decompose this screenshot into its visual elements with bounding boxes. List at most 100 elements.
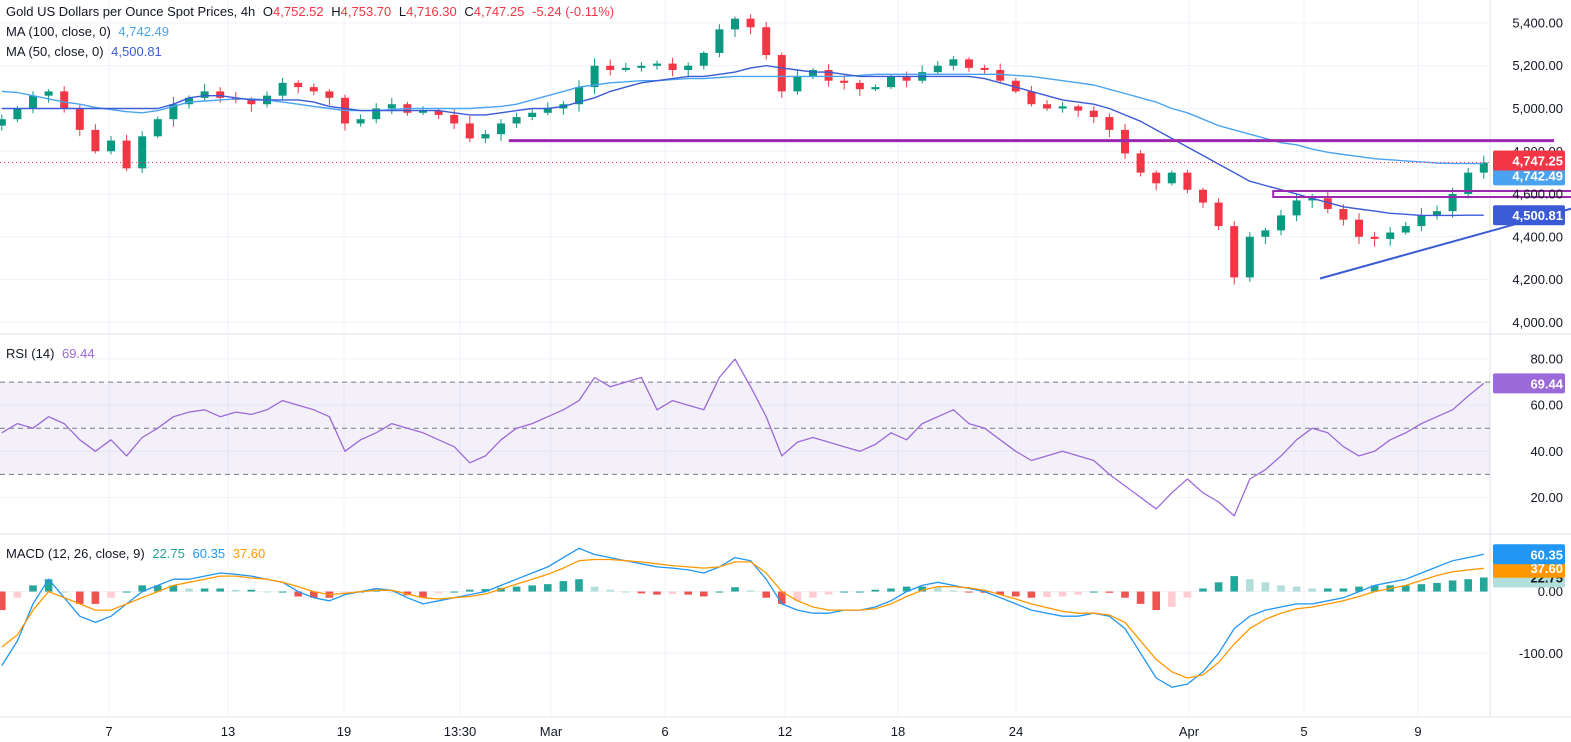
candle-body [965, 59, 973, 68]
candle-body [949, 59, 958, 66]
candle-body [746, 18, 755, 28]
candle-body [1105, 117, 1114, 130]
candle-body [1074, 106, 1083, 111]
candle-body [1230, 226, 1239, 278]
last-price-badge-bg [1493, 150, 1565, 171]
macd-line [1, 547, 1484, 688]
candle-body [44, 91, 53, 96]
candle-body [200, 91, 209, 98]
candle-body [247, 99, 256, 105]
macd-histogram-bar [278, 591, 287, 593]
price-tick-label: 5,400.00 [1512, 15, 1563, 30]
macd-histogram-bar [824, 591, 833, 595]
macd-histogram-bar [949, 590, 958, 592]
change-value: -5.24 (-0.11%) [531, 4, 615, 19]
rsi-legend[interactable]: RSI (14) 69.44 [6, 346, 95, 361]
macd-histogram-bar [91, 591, 100, 604]
candle-body [91, 129, 100, 152]
candle-body [325, 91, 334, 98]
macd-histogram-bar [544, 584, 552, 592]
candle [29, 91, 37, 114]
candle [387, 97, 396, 115]
macd-histogram-bar [684, 591, 692, 595]
candle [169, 96, 178, 127]
price-tick-label: 4,400.00 [1512, 229, 1563, 244]
ma50-legend-value: 4,500.81 [111, 44, 162, 59]
time-tick-label: 19 [337, 724, 351, 739]
macd-histogram-bar [965, 591, 973, 593]
candle [746, 14, 755, 35]
macd-histogram-bar [1012, 591, 1020, 597]
candle [1074, 104, 1083, 117]
candle [1152, 170, 1161, 191]
candle-body [138, 136, 147, 169]
macd-histogram-bar [29, 585, 37, 592]
time-tick-label: 12 [778, 724, 792, 739]
macd-histogram-bar [44, 579, 53, 592]
macd-histogram-bar [840, 591, 848, 593]
candle [590, 58, 599, 94]
symbol-title[interactable]: Gold US Dollars per Ounce Spot Prices, 4… [6, 4, 256, 19]
macd-histogram-bar [310, 591, 318, 598]
candle [1277, 209, 1285, 236]
macd-histogram-bar [107, 591, 115, 598]
candle-body [450, 114, 459, 124]
candle-body [13, 108, 22, 120]
rsi-value-badge-bg [1493, 373, 1565, 394]
macd-histogram-bar [668, 591, 677, 595]
candle-body [684, 65, 693, 71]
macd-line-legend-value: 60.35 [192, 546, 226, 561]
macd-pane [0, 547, 1488, 688]
candle [762, 22, 771, 60]
candle [684, 62, 693, 78]
macd-histogram-bar [606, 589, 614, 592]
rsi-tick-label: 40.00 [1530, 444, 1563, 459]
macd-histogram-bar [1277, 585, 1285, 592]
macd-tick-label: 0.00 [1538, 584, 1563, 599]
macd-histogram-bar [450, 591, 458, 593]
macd-legend[interactable]: MACD (12, 26, close, 9) 22.75 60.35 37.6… [6, 546, 266, 561]
price-axis: 5,400.005,200.005,000.004,800.004,600.00… [1512, 15, 1563, 660]
macd-histogram-bar [13, 591, 22, 598]
low-value: 4,716.30 [406, 4, 457, 19]
ma100-price-badge: 4,742.49 [1512, 168, 1563, 183]
time-tick-label: 24 [1009, 724, 1023, 739]
macd-histogram-bar [1261, 582, 1270, 592]
macd-histogram-bar [856, 591, 864, 593]
candle-body [419, 110, 427, 113]
candle [372, 103, 381, 124]
candle [44, 89, 53, 103]
macd-histogram-bar [200, 588, 209, 592]
price-pane [0, 14, 1571, 285]
ma50-line [1, 64, 1484, 217]
candle-body [1199, 189, 1207, 203]
ma50-price-badge: 4,500.81 [1512, 208, 1563, 223]
macd-histogram-bar [434, 591, 443, 594]
macd-histogram-bar [902, 586, 911, 592]
candle-body [824, 70, 833, 81]
rsi-tick-label: 60.00 [1530, 398, 1563, 413]
candle-body [107, 140, 115, 152]
macd-histogram-bar [1043, 591, 1051, 598]
macd-histogram-bar [232, 589, 240, 592]
macd-histogram-bar [1355, 586, 1363, 592]
macd-histogram-bar [341, 591, 349, 593]
macd-histogram-bar [1074, 591, 1082, 595]
macd-histogram-bar [590, 586, 599, 592]
macd-histogram-bar [1448, 580, 1457, 592]
candle-body [637, 65, 646, 68]
macd-histogram-bar [1168, 591, 1176, 607]
macd-histogram-bar [996, 591, 1004, 595]
macd-histogram-bar [512, 586, 521, 592]
candle [715, 24, 724, 58]
ma50-legend[interactable]: MA (50, close, 0) 4,500.81 [6, 44, 162, 59]
candle-body [699, 52, 708, 66]
candle-body [497, 123, 505, 135]
candle-body [294, 82, 303, 88]
candle-body [855, 82, 864, 90]
candle [1339, 204, 1348, 226]
candle [497, 119, 505, 141]
ma100-legend[interactable]: MA (100, close, 0) 4,742.49 [6, 24, 170, 39]
macd-histogram-bar [778, 591, 786, 604]
